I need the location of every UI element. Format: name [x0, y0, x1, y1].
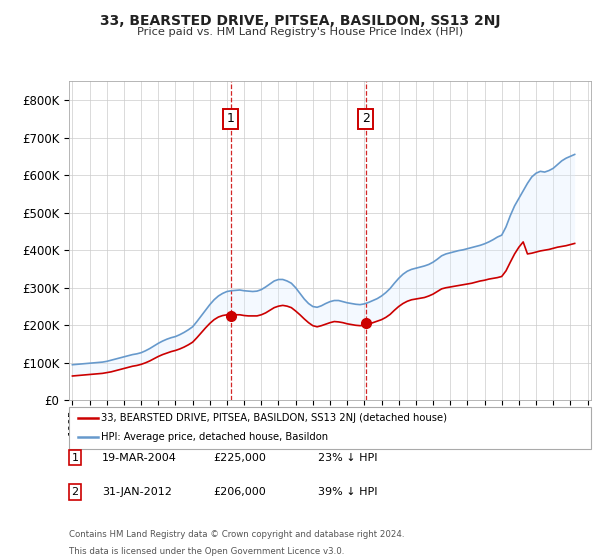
Text: 1: 1 [71, 452, 79, 463]
Text: £206,000: £206,000 [213, 487, 266, 497]
Text: 1: 1 [227, 112, 235, 125]
Text: HPI: Average price, detached house, Basildon: HPI: Average price, detached house, Basi… [101, 432, 328, 442]
Text: 2: 2 [362, 112, 370, 125]
Text: £225,000: £225,000 [213, 452, 266, 463]
Text: 23% ↓ HPI: 23% ↓ HPI [318, 452, 377, 463]
Text: 33, BEARSTED DRIVE, PITSEA, BASILDON, SS13 2NJ: 33, BEARSTED DRIVE, PITSEA, BASILDON, SS… [100, 14, 500, 28]
Text: Contains HM Land Registry data © Crown copyright and database right 2024.: Contains HM Land Registry data © Crown c… [69, 530, 404, 539]
Text: Price paid vs. HM Land Registry's House Price Index (HPI): Price paid vs. HM Land Registry's House … [137, 27, 463, 37]
Text: This data is licensed under the Open Government Licence v3.0.: This data is licensed under the Open Gov… [69, 547, 344, 556]
Text: 31-JAN-2012: 31-JAN-2012 [102, 487, 172, 497]
Text: 33, BEARSTED DRIVE, PITSEA, BASILDON, SS13 2NJ (detached house): 33, BEARSTED DRIVE, PITSEA, BASILDON, SS… [101, 413, 448, 423]
Text: 39% ↓ HPI: 39% ↓ HPI [318, 487, 377, 497]
Text: 2: 2 [71, 487, 79, 497]
Text: 19-MAR-2004: 19-MAR-2004 [102, 452, 177, 463]
